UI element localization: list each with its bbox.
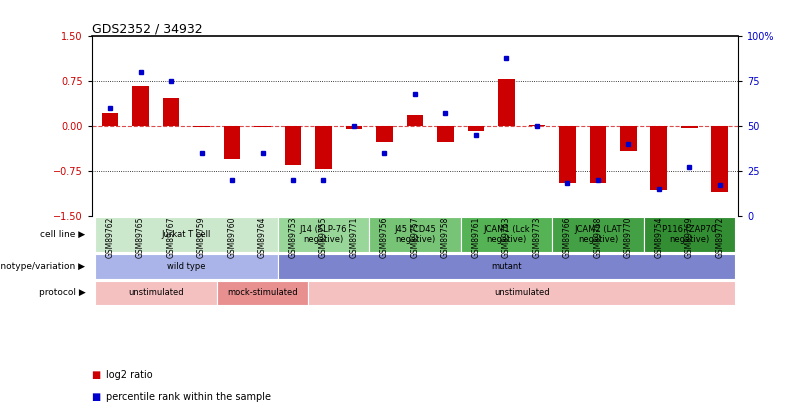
FancyBboxPatch shape — [217, 281, 308, 305]
Text: unstimulated: unstimulated — [494, 288, 550, 297]
Bar — [101, 113, 118, 126]
FancyBboxPatch shape — [278, 217, 369, 252]
Text: ■: ■ — [92, 392, 105, 402]
Text: ■: ■ — [92, 370, 105, 379]
Bar — [650, 126, 667, 190]
Bar — [528, 125, 545, 126]
FancyBboxPatch shape — [278, 254, 735, 279]
Text: GSM89755: GSM89755 — [319, 216, 328, 258]
Bar — [559, 126, 576, 183]
Text: GSM89756: GSM89756 — [380, 216, 389, 258]
Text: GSM89754: GSM89754 — [654, 216, 663, 258]
FancyBboxPatch shape — [95, 281, 217, 305]
Text: GSM89765: GSM89765 — [136, 216, 145, 258]
Text: GSM89758: GSM89758 — [441, 216, 450, 258]
Bar — [193, 126, 210, 127]
Text: JCAM2 (LAT
negative): JCAM2 (LAT negative) — [574, 225, 622, 244]
Text: GSM89761: GSM89761 — [472, 216, 480, 258]
Bar — [285, 126, 302, 165]
Text: GSM89762: GSM89762 — [105, 216, 115, 258]
FancyBboxPatch shape — [95, 254, 278, 279]
Text: GDS2352 / 34932: GDS2352 / 34932 — [92, 22, 203, 35]
Bar — [620, 126, 637, 151]
FancyBboxPatch shape — [460, 217, 552, 252]
FancyBboxPatch shape — [644, 217, 735, 252]
Text: genotype/variation ▶: genotype/variation ▶ — [0, 262, 85, 271]
Text: Jurkat T cell: Jurkat T cell — [162, 230, 211, 239]
Text: J45 (CD45
negative): J45 (CD45 negative) — [394, 225, 436, 244]
Bar — [590, 126, 606, 183]
Text: GSM89759: GSM89759 — [197, 216, 206, 258]
Text: GSM89757: GSM89757 — [410, 216, 420, 258]
Text: GSM89770: GSM89770 — [624, 216, 633, 258]
Text: percentile rank within the sample: percentile rank within the sample — [106, 392, 271, 402]
Bar — [223, 126, 240, 159]
Text: GSM89763: GSM89763 — [502, 216, 511, 258]
Text: mock-stimulated: mock-stimulated — [227, 288, 298, 297]
Text: unstimulated: unstimulated — [128, 288, 184, 297]
FancyBboxPatch shape — [552, 217, 644, 252]
Text: GSM89766: GSM89766 — [563, 216, 572, 258]
Text: JCAM1 (Lck
negative): JCAM1 (Lck negative) — [483, 225, 530, 244]
Text: GSM89771: GSM89771 — [350, 216, 358, 258]
Text: GSM89772: GSM89772 — [715, 216, 725, 258]
Text: GSM89773: GSM89773 — [532, 216, 541, 258]
Text: protocol ▶: protocol ▶ — [38, 288, 85, 297]
Bar — [132, 86, 149, 126]
Text: mutant: mutant — [492, 262, 522, 271]
Bar — [315, 126, 332, 169]
Text: wild type: wild type — [167, 262, 206, 271]
Bar — [376, 126, 393, 142]
Text: GSM89764: GSM89764 — [258, 216, 267, 258]
Text: GSM89767: GSM89767 — [167, 216, 176, 258]
Text: J14 (SLP-76
negative): J14 (SLP-76 negative) — [300, 225, 347, 244]
FancyBboxPatch shape — [95, 217, 278, 252]
Text: GSM89760: GSM89760 — [227, 216, 236, 258]
Text: GSM89769: GSM89769 — [685, 216, 694, 258]
FancyBboxPatch shape — [369, 217, 460, 252]
Bar — [468, 126, 484, 131]
Bar — [406, 115, 424, 126]
Bar — [254, 126, 271, 127]
Text: cell line ▶: cell line ▶ — [40, 230, 85, 239]
Bar — [163, 98, 180, 126]
FancyBboxPatch shape — [308, 281, 735, 305]
Bar — [712, 126, 729, 192]
Bar — [346, 126, 362, 129]
Bar — [681, 126, 697, 128]
Text: GSM89753: GSM89753 — [289, 216, 298, 258]
Text: GSM89768: GSM89768 — [594, 216, 602, 258]
Text: P116 (ZAP70
negative): P116 (ZAP70 negative) — [662, 225, 717, 244]
Text: log2 ratio: log2 ratio — [106, 370, 152, 379]
Bar — [437, 126, 454, 142]
Bar — [498, 79, 515, 126]
